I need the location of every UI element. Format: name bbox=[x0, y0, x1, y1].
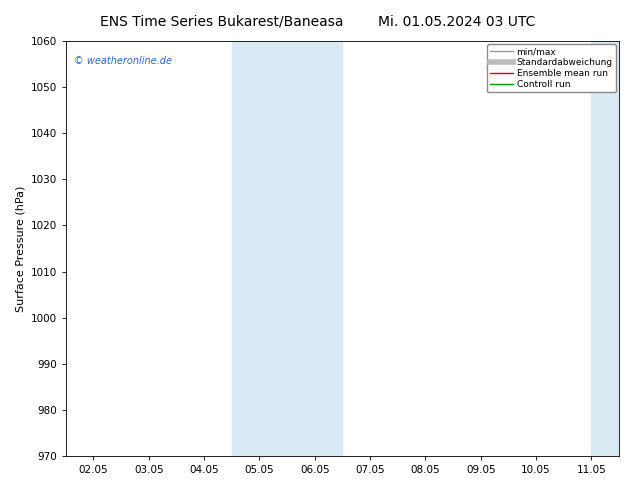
Bar bbox=[592, 41, 634, 456]
Bar bbox=[232, 41, 342, 456]
Text: Mi. 01.05.2024 03 UTC: Mi. 01.05.2024 03 UTC bbox=[378, 15, 535, 29]
Text: © weatheronline.de: © weatheronline.de bbox=[74, 55, 172, 66]
Legend: min/max, Standardabweichung, Ensemble mean run, Controll run: min/max, Standardabweichung, Ensemble me… bbox=[487, 44, 616, 93]
Y-axis label: Surface Pressure (hPa): Surface Pressure (hPa) bbox=[15, 185, 25, 312]
Text: ENS Time Series Bukarest/Baneasa: ENS Time Series Bukarest/Baneasa bbox=[100, 15, 344, 29]
